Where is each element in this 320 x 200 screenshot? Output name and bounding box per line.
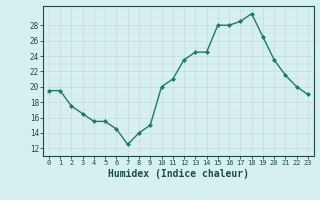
X-axis label: Humidex (Indice chaleur): Humidex (Indice chaleur) bbox=[108, 169, 249, 179]
